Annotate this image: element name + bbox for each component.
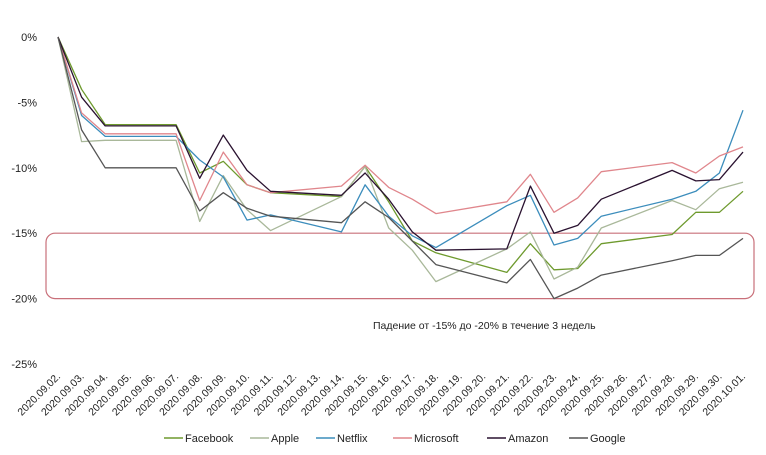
legend-item-netflix: Netflix xyxy=(316,433,368,445)
legend: Facebook Apple Netflix Microsoft Amazon Googl… xyxy=(164,433,625,445)
legend-item-microsoft: Microsoft xyxy=(393,433,459,445)
series-line-facebook xyxy=(57,36,744,274)
series-lines xyxy=(57,36,744,300)
annotation-text: Падение от -15% до -20% в течение 3 неде… xyxy=(373,320,596,332)
legend-label: Amazon xyxy=(508,433,548,445)
y-tick-label: -10% xyxy=(11,163,37,175)
y-tick-label: -5% xyxy=(17,97,37,109)
legend-label: Google xyxy=(590,433,625,445)
y-tick-label: -25% xyxy=(11,359,37,371)
series-line-microsoft xyxy=(57,36,744,215)
y-axis: 0% -5% -10% -15% -20% -25% xyxy=(11,32,37,371)
series-line-google xyxy=(57,36,744,300)
series-line-apple xyxy=(57,36,744,283)
y-tick-label: 0% xyxy=(21,32,37,44)
legend-label: Microsoft xyxy=(414,433,459,445)
y-tick-label: -20% xyxy=(11,294,37,306)
highlight-band-rect xyxy=(45,232,755,300)
legend-label: Netflix xyxy=(337,433,368,445)
legend-item-google: Google xyxy=(569,433,625,445)
x-axis: 2020.09.02.2020.09.03.2020.09.04.2020.09… xyxy=(15,371,748,419)
legend-label: Facebook xyxy=(185,433,234,445)
legend-label: Apple xyxy=(271,433,299,445)
legend-item-facebook: Facebook xyxy=(164,433,234,445)
y-tick-label: -15% xyxy=(11,228,37,240)
highlight-band xyxy=(45,232,755,300)
legend-item-apple: Apple xyxy=(250,433,299,445)
series-line-netflix xyxy=(57,36,744,249)
legend-item-amazon: Amazon xyxy=(487,433,548,445)
series-line-amazon xyxy=(57,36,744,251)
